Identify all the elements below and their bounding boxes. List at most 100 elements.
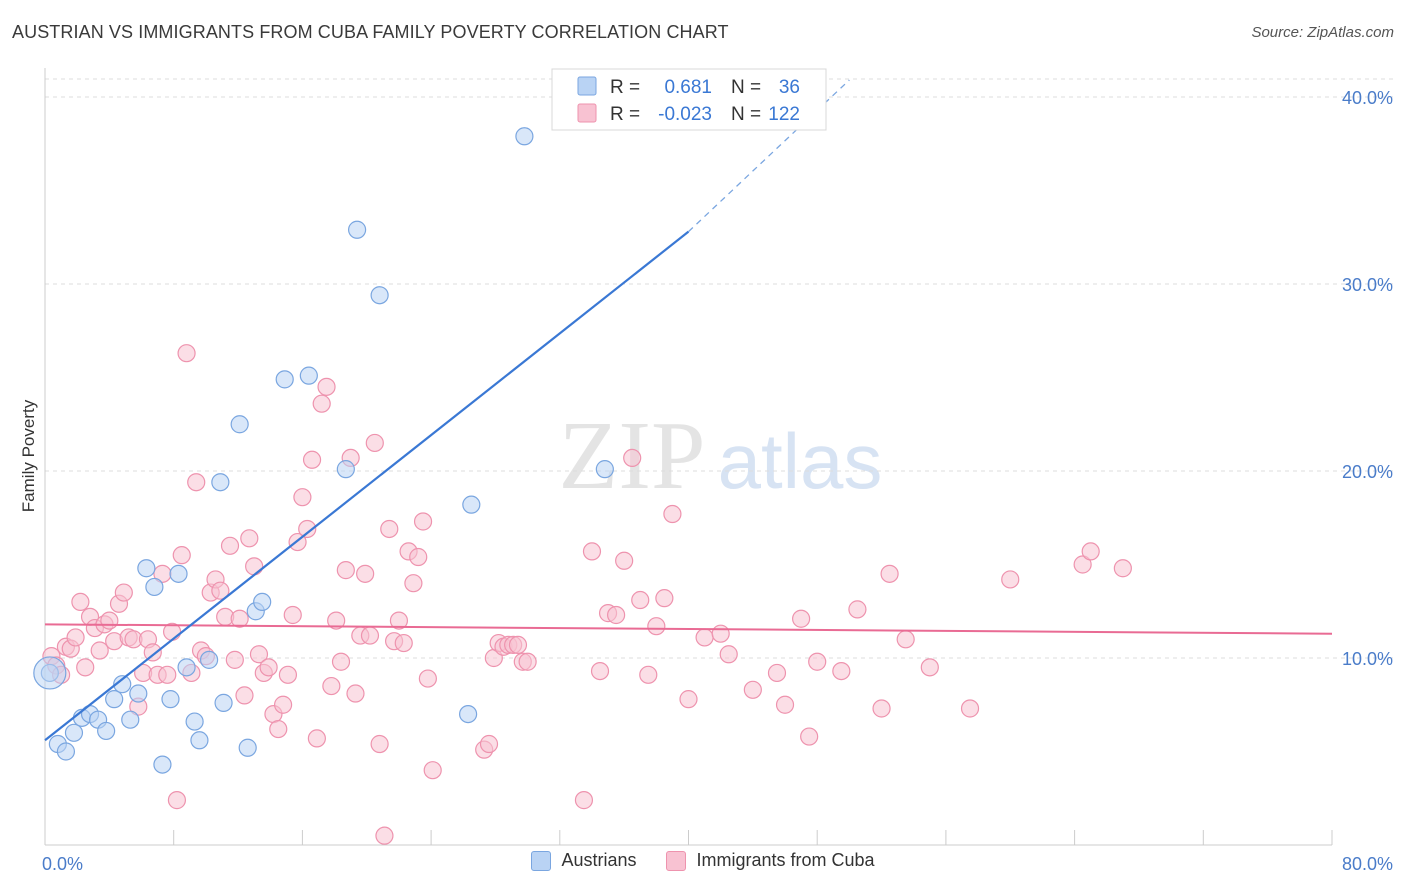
cuba-point-47 — [269, 719, 288, 739]
chart-source: Source: ZipAtlas.com — [1251, 24, 1394, 41]
cuba-point-56 — [312, 394, 331, 413]
cuba-point-101 — [663, 504, 682, 524]
cuba-point-15 — [114, 583, 133, 602]
y-axis-tick-labels: 10.0% 20.0% 30.0% 40.0% — [1342, 88, 1393, 669]
cuba-point-115 — [880, 564, 899, 583]
legend-box: R = 0.681 N = 36 R = -0.023 N = 122 — [551, 68, 827, 131]
cuba-point-38 — [225, 650, 244, 669]
legend-swatch-cuba — [577, 103, 597, 123]
cuba-point-61 — [336, 561, 355, 580]
cuba-point-59 — [327, 611, 346, 630]
cuba-point-113 — [848, 600, 867, 619]
cuba-point-108 — [775, 695, 795, 714]
austrians-point-32 — [462, 495, 481, 514]
austrians-point-12 — [137, 559, 156, 578]
cuba-point-48 — [273, 695, 293, 714]
cuba-point-98 — [639, 665, 658, 684]
cuba-point-42 — [245, 557, 264, 576]
series-austrians-points — [33, 127, 614, 774]
cuba-point-65 — [356, 564, 375, 583]
austrians-point-17 — [177, 658, 196, 677]
legend-item-cuba: Immigrants from Cuba — [666, 850, 875, 871]
y-tick-label-2: 30.0% — [1342, 275, 1393, 295]
cuba-point-45 — [259, 658, 278, 677]
cuba-point-89 — [518, 652, 537, 671]
cuba-point-68 — [370, 734, 389, 754]
cuba-point-117 — [920, 658, 939, 677]
cuba-point-119 — [1001, 570, 1020, 589]
cuba-point-24 — [158, 665, 177, 684]
cuba-point-90 — [574, 791, 594, 810]
cuba-point-110 — [800, 727, 819, 746]
cuba-point-78 — [418, 669, 437, 688]
cuba-point-28 — [177, 344, 196, 363]
cuba-point-21 — [143, 643, 162, 662]
cuba-point-75 — [404, 574, 423, 593]
trend-line-cuba — [44, 623, 1333, 635]
cuba-point-63 — [346, 684, 365, 703]
austrians-point-34 — [515, 127, 534, 146]
y-tick-label-1: 20.0% — [1342, 462, 1393, 482]
cuba-point-104 — [711, 624, 730, 643]
austrians-point-14 — [153, 755, 172, 774]
cuba-point-55 — [307, 729, 326, 748]
cuba-point-94 — [607, 605, 626, 625]
cuba-point-73 — [394, 633, 413, 653]
x-tick-label-max: 80.0% — [1342, 854, 1393, 874]
legend-r-label-cuba: R = — [610, 104, 640, 125]
austrians-point-3 — [64, 723, 84, 742]
austrians-point-23 — [230, 415, 249, 434]
x-axis-ticks — [44, 830, 1333, 845]
austrians-point-18 — [185, 712, 204, 731]
cuba-point-122 — [1113, 559, 1132, 578]
austrians-point-26 — [253, 592, 272, 612]
cuba-point-99 — [647, 617, 666, 636]
austrians-point-10 — [121, 710, 140, 729]
cuba-point-35 — [211, 581, 230, 600]
austrians-point-28 — [299, 366, 318, 385]
austrians-point-16 — [169, 564, 188, 583]
cuba-point-54 — [302, 450, 322, 469]
cuba-point-102 — [679, 690, 698, 709]
cuba-point-70 — [380, 519, 399, 539]
cuba-point-77 — [413, 512, 433, 531]
legend-swatch-austrians — [577, 76, 597, 96]
cuba-point-107 — [767, 663, 787, 683]
cuba-point-26 — [167, 791, 187, 810]
cuba-point-41 — [240, 529, 259, 548]
x-tick-label-min: 0.0% — [42, 854, 83, 874]
cuba-point-57 — [317, 377, 336, 396]
cuba-point-5 — [66, 628, 85, 647]
cuba-point-97 — [631, 590, 650, 610]
cuba-point-100 — [655, 589, 674, 608]
cuba-point-30 — [187, 473, 206, 492]
legend-r-label-austrians: R = — [610, 77, 640, 98]
trend-line-austrians-extension — [688, 79, 850, 233]
austrians-point-7 — [97, 721, 116, 741]
legend-label-austrians: Austrians — [561, 850, 637, 870]
cuba-point-69 — [375, 826, 394, 845]
cuba-point-118 — [960, 699, 980, 718]
legend-item-austrians: Austrians — [531, 850, 636, 871]
austrians-point-27 — [275, 370, 294, 389]
legend-n-value-cuba: 122 — [768, 104, 800, 125]
cuba-point-120 — [1073, 555, 1092, 574]
cuba-point-79 — [423, 761, 442, 780]
cuba-point-112 — [832, 661, 851, 681]
cuba-point-111 — [808, 652, 827, 671]
cuba-point-6 — [71, 592, 90, 612]
austrians-point-29 — [336, 460, 355, 479]
cuba-point-109 — [792, 609, 811, 628]
cuba-point-91 — [582, 542, 602, 561]
cuba-point-81 — [479, 734, 499, 754]
austrians-point-large — [33, 656, 67, 690]
legend-n-value-austrians: 36 — [779, 77, 800, 98]
austrians-point-19 — [190, 731, 209, 750]
cuba-point-40 — [235, 686, 254, 705]
watermark-atlas: atlas — [718, 417, 883, 505]
cuba-point-103 — [695, 628, 714, 647]
austrians-point-11 — [129, 684, 148, 703]
cuba-point-87 — [508, 635, 528, 655]
legend-swatch-cuba-bottom — [666, 850, 687, 871]
watermark: ZIP atlas — [559, 402, 883, 510]
